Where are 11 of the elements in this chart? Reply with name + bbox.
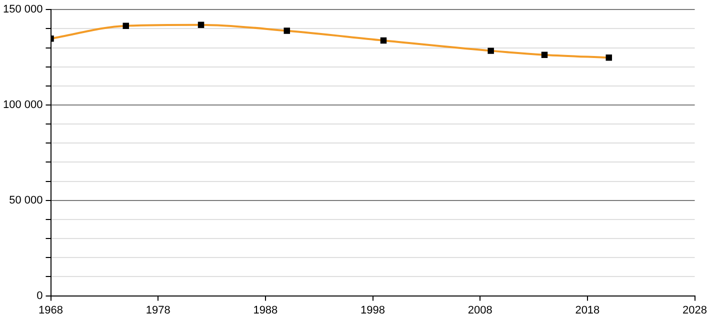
x-tick-label: 1998: [360, 304, 386, 316]
y-tick-label: 50 000: [9, 194, 43, 206]
x-tick-label: 1968: [38, 304, 64, 316]
x-tick-label: 1988: [253, 304, 278, 316]
x-tick-label: 2018: [575, 304, 600, 316]
y-tick-label: 0: [36, 290, 43, 302]
y-tick-label: 100 000: [2, 99, 43, 112]
y-tick-label: 150 000: [2, 4, 43, 16]
x-tick-label: 1978: [146, 304, 170, 316]
x-tick-label: 2028: [682, 304, 708, 316]
x-tick-label: 2008: [468, 304, 492, 316]
